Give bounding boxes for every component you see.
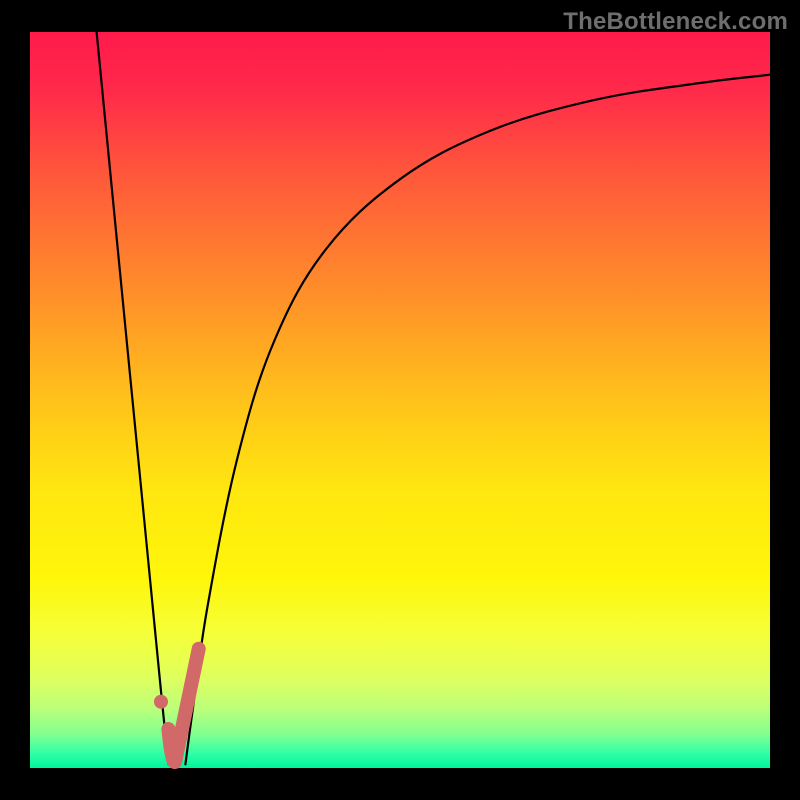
- current-point-dot: [154, 695, 168, 709]
- watermark-text: TheBottleneck.com: [563, 8, 788, 36]
- plot-background: [30, 32, 770, 768]
- chart-svg: [0, 0, 800, 800]
